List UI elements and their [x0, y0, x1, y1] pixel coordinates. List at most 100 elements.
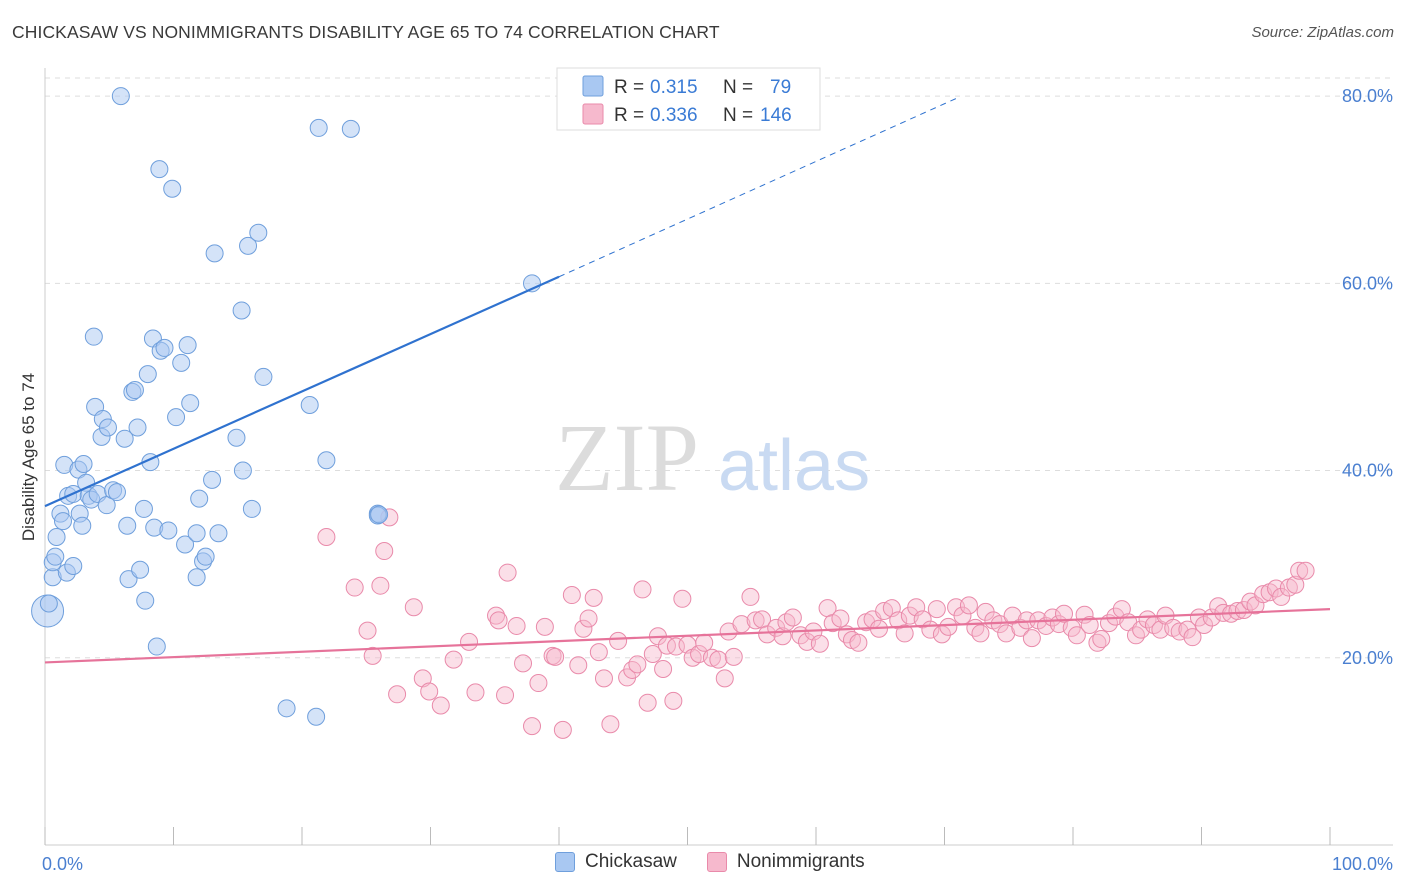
chickasaw-point	[239, 236, 258, 255]
nonimmigrants-point	[702, 648, 721, 667]
bottom-legend-swatch-nonimmigrants	[706, 852, 727, 872]
nonimmigrants-point	[562, 586, 581, 605]
chickasaw-point	[147, 637, 166, 656]
nonimmigrants-point	[1055, 604, 1074, 623]
nonimmigrants-trend-line	[44, 607, 1331, 664]
nonimmigrants-point	[498, 563, 517, 582]
chickasaw-point	[53, 512, 72, 531]
chickasaw-point	[187, 524, 206, 543]
nonimmigrants-point	[724, 647, 743, 666]
nonimmigrants-point	[584, 588, 603, 607]
chickasaw-point	[39, 594, 58, 613]
chickasaw-point	[155, 338, 174, 357]
nonimmigrants-point	[317, 528, 336, 547]
chickasaw-point	[118, 516, 137, 535]
chickasaw-point	[134, 499, 153, 518]
nonimmigrants-point	[535, 617, 554, 636]
nonimmigrants-point	[601, 715, 620, 734]
bottom-legend-item-chickasaw: Chickasaw	[555, 851, 677, 873]
nonimmigrants-point	[939, 617, 958, 636]
chickasaw-point	[307, 707, 326, 726]
bottom-legend-label-nonimmigrants: Nonimmigrants	[736, 851, 865, 872]
nonimmigrants-point	[553, 720, 572, 739]
chickasaw-point	[227, 428, 246, 447]
nonimmigrants-point	[673, 589, 692, 608]
chickasaw-point	[233, 461, 252, 480]
nonimmigrants-point	[496, 686, 515, 705]
nonimmigrants-point	[523, 717, 542, 736]
nonimmigrants-point	[913, 610, 932, 629]
nonimmigrants-point	[1022, 629, 1041, 648]
nonimmigrants-point	[1267, 579, 1286, 598]
nonimmigrants-point	[1272, 587, 1291, 606]
nonimmigrants-point	[633, 580, 652, 599]
legend-n-label-nonimmigrants: N =	[723, 105, 753, 126]
legend-r-label-chickasaw: R =	[614, 77, 644, 98]
legend-n-value-chickasaw: 79	[770, 77, 791, 98]
nonimmigrants-point	[444, 650, 463, 669]
chickasaw-point	[107, 483, 126, 502]
nonimmigrants-point	[589, 643, 608, 662]
legend-r-label-nonimmigrants: R =	[614, 105, 644, 126]
bottom-legend-swatch-chickasaw	[555, 852, 575, 872]
nonimmigrants-point	[783, 608, 802, 627]
y-tick-label: 40.0%	[1342, 461, 1393, 481]
nonimmigrants-point	[1126, 626, 1145, 645]
nonimmigrants-point	[404, 598, 423, 617]
chickasaw-point	[150, 160, 169, 179]
chickasaw-point	[176, 535, 195, 554]
nonimmigrants-point	[709, 650, 728, 669]
bottom-legend-label-chickasaw: Chickasaw	[585, 851, 677, 872]
nonimmigrants-point	[489, 611, 508, 630]
nonimmigrants-point	[358, 621, 377, 640]
nonimmigrants-point	[997, 624, 1016, 643]
chickasaw-point	[46, 547, 65, 566]
grid-lines	[45, 77, 1393, 659]
nonimmigrants-point	[420, 682, 439, 701]
chickasaw-point	[190, 489, 209, 508]
nonimmigrants-point	[1195, 616, 1214, 635]
watermark: ZIP atlas	[555, 404, 870, 511]
nonimmigrants-point	[849, 633, 868, 652]
legend-n-label-chickasaw: N =	[723, 77, 753, 98]
nonimmigrants-point	[1286, 575, 1305, 594]
nonimmigrants-point	[1092, 630, 1111, 649]
nonimmigrants-point	[895, 624, 914, 643]
legend-n-value-nonimmigrants: 146	[760, 105, 792, 126]
nonimmigrants-point	[363, 646, 382, 665]
y-tick-labels: 20.0% 40.0% 60.0% 80.0%	[1342, 86, 1393, 668]
nonimmigrants-point	[741, 587, 760, 606]
nonimmigrants-point	[375, 542, 394, 561]
nonimmigrants-point	[569, 656, 588, 675]
chickasaw-point	[115, 429, 134, 448]
nonimmigrants-point	[695, 633, 714, 652]
legend-r-value-chickasaw: 0.315	[650, 77, 698, 98]
nonimmigrants-point	[666, 637, 685, 656]
nonimmigrants-point	[758, 625, 777, 644]
nonimmigrants-point	[1080, 616, 1099, 635]
chickasaw-point	[73, 516, 92, 535]
nonimmigrants-point	[594, 669, 613, 688]
source-label: Source: ZipAtlas.com	[1251, 24, 1394, 41]
nonimmigrants-point	[1183, 628, 1202, 647]
chickasaw-point	[163, 179, 182, 198]
chickasaw-point	[187, 568, 206, 587]
nonimmigrants-point	[529, 674, 548, 693]
chickasaw-trend-line	[44, 275, 560, 508]
chart-title: CHICKASAW VS NONIMMIGRANTS DISABILITY AG…	[12, 22, 720, 42]
nonimmigrants-point	[810, 634, 829, 653]
nonimmigrants-point	[959, 596, 978, 615]
chickasaw-points	[31, 87, 542, 726]
trend-lines	[44, 97, 1331, 664]
nonimmigrants-point	[609, 631, 628, 650]
bottom-legend: Chickasaw Nonimmigrants	[555, 851, 895, 873]
chickasaw-point	[370, 505, 389, 524]
x-ticks	[44, 827, 1331, 845]
chickasaw-point	[138, 365, 157, 384]
nonimmigrants-point	[345, 578, 364, 597]
chickasaw-point	[249, 223, 268, 242]
legend-swatch-chickasaw	[582, 75, 604, 97]
chickasaw-point	[97, 496, 116, 515]
nonimmigrants-point	[715, 669, 734, 688]
